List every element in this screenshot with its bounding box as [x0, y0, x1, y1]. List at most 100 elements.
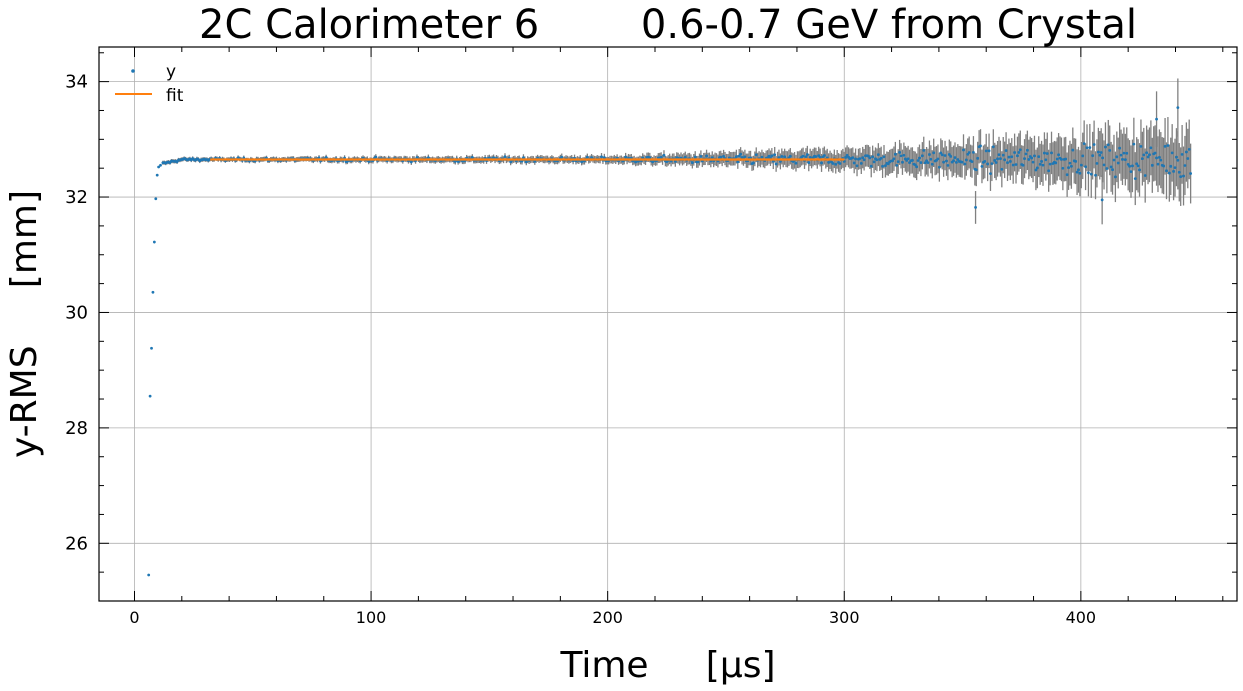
data-point [1159, 158, 1163, 162]
data-point [1113, 175, 1117, 179]
data-point [1024, 152, 1028, 156]
data-point [876, 153, 880, 157]
data-point [989, 172, 992, 176]
data-point [1081, 154, 1085, 158]
data-point [949, 154, 953, 158]
data-point [895, 163, 899, 167]
data-point [838, 162, 842, 165]
data-point [1163, 144, 1167, 148]
data-point [906, 157, 910, 161]
data-point [1078, 171, 1082, 175]
data-point [1003, 158, 1007, 162]
data-point [997, 153, 1001, 157]
data-point [409, 160, 413, 164]
data-point [1099, 151, 1103, 154]
data-point [1100, 198, 1104, 202]
data-point [1004, 149, 1008, 152]
data-point [879, 156, 883, 160]
data-point [896, 160, 900, 164]
data-point [908, 161, 911, 165]
data-point [937, 165, 941, 169]
x-tick-label: 400 [1066, 608, 1097, 627]
data-point [1091, 154, 1095, 158]
data-point [964, 158, 968, 162]
data-point [1027, 158, 1031, 161]
data-point [1176, 158, 1180, 162]
data-point [1175, 155, 1178, 159]
data-point [788, 154, 792, 158]
data-point [916, 159, 920, 162]
data-point [1037, 155, 1041, 159]
data-point [960, 160, 964, 164]
chart-title: 2C Calorimeter 6 0.6-0.7 GeV from Crysta… [199, 2, 1137, 48]
data-point [1098, 153, 1102, 157]
data-point [1021, 163, 1025, 167]
data-point [872, 160, 876, 164]
data-point [1132, 142, 1136, 146]
data-point [923, 161, 927, 165]
y-tick-label: 34 [65, 72, 88, 93]
data-point [1017, 151, 1021, 154]
data-point [1060, 157, 1063, 161]
data-point [922, 148, 926, 152]
data-point [818, 156, 822, 159]
data-point [794, 161, 798, 165]
data-point [1115, 155, 1119, 159]
data-point [1034, 168, 1038, 172]
data-point [884, 164, 887, 168]
data-point [1176, 106, 1180, 109]
data-point [842, 159, 846, 163]
data-point [920, 154, 924, 158]
data-point [855, 164, 859, 168]
data-point [919, 161, 923, 164]
data-point [710, 156, 714, 160]
data-point [854, 157, 858, 161]
data-point [805, 153, 809, 156]
data-point [946, 163, 950, 167]
data-point [956, 158, 960, 161]
data-point [1033, 154, 1036, 158]
data-point [970, 160, 974, 163]
data-point [1023, 157, 1026, 161]
data-point [1140, 157, 1144, 161]
data-point [1121, 157, 1124, 161]
data-point [602, 156, 606, 159]
data-point [940, 153, 944, 157]
data-point [1082, 142, 1086, 146]
data-point [983, 159, 987, 163]
data-point [1106, 143, 1110, 147]
data-point [952, 159, 955, 163]
data-point [1179, 175, 1183, 179]
data-point [1108, 148, 1112, 152]
data-point [774, 162, 778, 166]
data-point [963, 162, 967, 166]
data-point [1128, 164, 1131, 168]
data-point [974, 168, 978, 172]
data-point [1087, 171, 1090, 175]
data-point [1170, 151, 1174, 155]
data-point [1146, 155, 1150, 159]
data-point [1069, 164, 1073, 168]
data-point [1035, 166, 1039, 170]
x-tick-label: 100 [356, 608, 387, 627]
data-point [834, 162, 838, 166]
data-point [533, 159, 537, 163]
data-point [1157, 156, 1161, 159]
data-point [1074, 159, 1078, 163]
data-point [1156, 162, 1160, 166]
data-point [962, 148, 965, 152]
data-point [722, 155, 725, 158]
data-point [778, 160, 782, 163]
data-point [151, 290, 155, 294]
data-point [869, 164, 873, 168]
x-tick-label: 0 [129, 608, 139, 627]
data-point [915, 165, 919, 169]
data-point [683, 155, 687, 159]
data-point [719, 155, 723, 159]
data-point [845, 153, 849, 157]
data-point [1030, 156, 1034, 160]
data-point [1000, 167, 1004, 171]
data-point [752, 161, 755, 165]
data-point [910, 158, 914, 162]
data-point [1044, 158, 1048, 162]
